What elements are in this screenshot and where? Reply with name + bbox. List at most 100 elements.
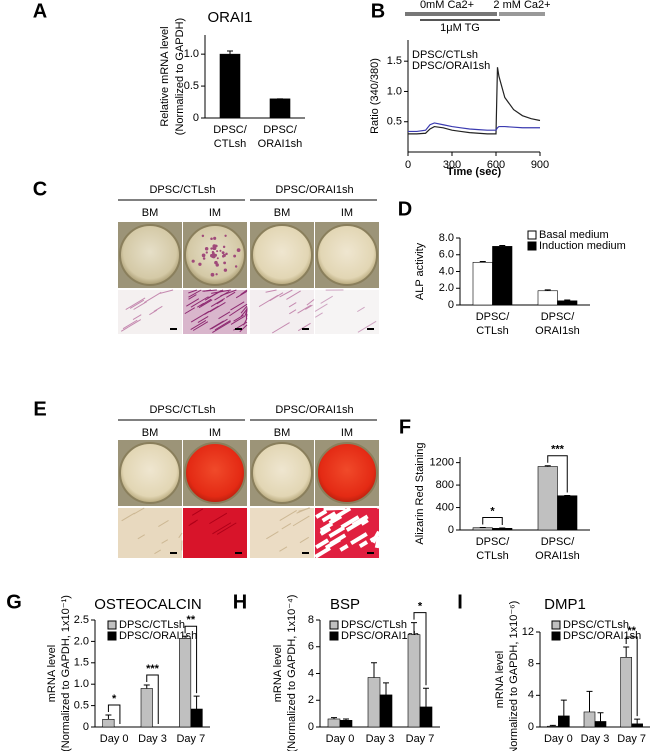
y-tick-label: 6.0 [439, 249, 454, 261]
bar [537, 290, 558, 306]
bar [339, 720, 353, 728]
legend-swatch [551, 620, 561, 630]
x-tick-label: Day 3 [138, 733, 167, 745]
bar [547, 725, 559, 728]
error-bar [371, 662, 377, 678]
bar [558, 715, 570, 728]
streak [230, 316, 245, 325]
streak [226, 291, 236, 298]
x-tick-label: 600 [487, 159, 505, 171]
annotation: 1μM TG [440, 22, 480, 34]
y-tick-label: 800 [436, 479, 454, 491]
streak [218, 311, 231, 320]
streak [279, 546, 288, 552]
streak [299, 536, 310, 544]
streak [289, 309, 297, 315]
streak [210, 298, 225, 308]
streak [265, 289, 277, 293]
speck [205, 251, 208, 254]
trace [408, 67, 541, 135]
streak [186, 298, 200, 307]
group-label: DPSC/CTLsh [149, 404, 215, 416]
y-tick-label: 4.0 [439, 265, 454, 277]
streak [374, 536, 381, 549]
condition-label: IM [209, 427, 221, 439]
streak [188, 294, 197, 300]
streak [188, 289, 198, 294]
chart-title: ORAI1 [207, 9, 252, 26]
x-tick-label: Day 3 [581, 733, 610, 745]
speck [212, 244, 217, 249]
streak [240, 305, 248, 314]
streak [158, 519, 169, 527]
significance-label: *** [146, 663, 160, 675]
error-bar [623, 646, 630, 658]
legend-label: DPSC/ORAI1sh [412, 60, 490, 72]
streak [328, 525, 346, 538]
x-tick-label: 900 [531, 159, 549, 171]
x-tick-label: 300 [443, 159, 461, 171]
well [251, 442, 313, 504]
bar [472, 527, 493, 531]
legend-label: Basal medium [539, 229, 609, 241]
significance-bracket [413, 612, 427, 686]
x-tick-label: Day 0 [326, 733, 355, 745]
y-axis-label: mRNA level [272, 645, 284, 702]
error-bar [560, 699, 567, 716]
streak [198, 299, 213, 309]
error-bar [411, 622, 417, 635]
y-axis-label: (Normalized to GAPDH, 1x10⁻¹) [60, 595, 72, 751]
y-tick-label: 6 [308, 641, 314, 653]
speck [213, 236, 217, 240]
speck [211, 252, 215, 255]
error-bar [343, 718, 349, 721]
y-tick-label: 2 [308, 694, 314, 706]
streak [281, 523, 292, 530]
error-bar [597, 712, 604, 722]
streak [314, 312, 323, 318]
legend-swatch [551, 631, 561, 641]
streak [240, 289, 248, 296]
streak [288, 302, 297, 308]
trace [408, 122, 540, 133]
y-tick-label: 1.0 [387, 85, 402, 97]
streak [269, 292, 284, 302]
streak [188, 289, 202, 298]
streak [154, 549, 162, 555]
bar [190, 708, 203, 728]
chart-title: DMP1 [544, 596, 586, 613]
streak [279, 289, 293, 298]
streak [184, 307, 196, 315]
streak [204, 305, 219, 315]
streak [339, 543, 349, 552]
streak [209, 512, 228, 525]
condition-label: BM [274, 207, 291, 219]
streak [212, 321, 231, 333]
streak [305, 304, 313, 310]
significance-label: * [112, 693, 117, 705]
streak [319, 521, 334, 533]
group-label: DPSC/CTLsh [149, 184, 215, 196]
streak [144, 291, 162, 303]
y-axis-label: Ratio (340/380) [369, 58, 381, 134]
legend-swatch [107, 620, 117, 630]
bar [472, 261, 493, 306]
x-tick-label: Day 7 [176, 733, 205, 745]
speck [214, 260, 218, 265]
speck [210, 247, 213, 250]
group-label: DPSC/ORAI1sh [275, 184, 353, 196]
speck [224, 234, 227, 237]
error-bar [143, 684, 150, 689]
bar [492, 528, 513, 531]
legend-label: DPSC/CTLsh [412, 49, 478, 61]
y-axis-label: ALP activity [414, 242, 426, 300]
y-tick-label: 4 [528, 689, 534, 701]
y-tick-label: 2.0 [74, 635, 89, 647]
condition-label: IM [209, 207, 221, 219]
error-bar [331, 717, 337, 719]
bar [419, 706, 433, 728]
speck [225, 252, 228, 256]
micrograph [118, 508, 182, 558]
group-label: DPSC/ORAI1sh [275, 404, 353, 416]
y-tick-label: 400 [436, 501, 454, 513]
